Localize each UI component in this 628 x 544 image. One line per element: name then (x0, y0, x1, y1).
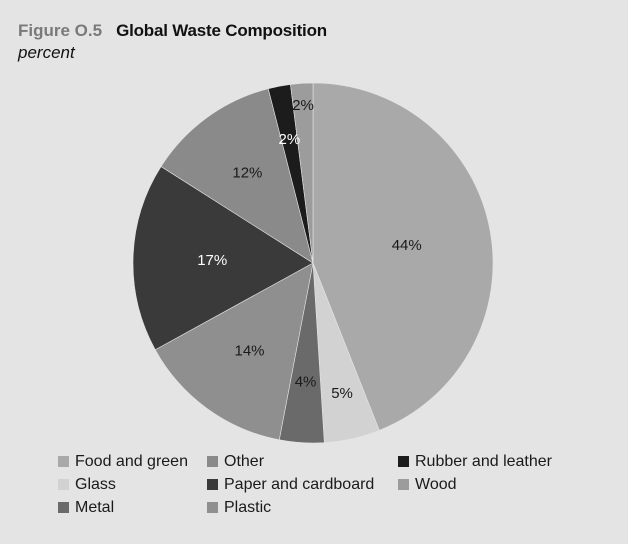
legend-swatch (207, 479, 218, 490)
legend-label: Glass (75, 476, 116, 493)
legend-item-paper-and-cardboard: Paper and cardboard (207, 475, 374, 495)
slice-label-food-and-green: 44% (392, 237, 422, 254)
legend-item-glass: Glass (58, 475, 116, 495)
slice-label-paper-and-cardboard: 17% (197, 252, 227, 269)
legend-item-food-and-green: Food and green (58, 452, 188, 472)
pie-slice-food-and-green (312, 82, 494, 431)
pie-slice-other (160, 88, 314, 264)
slice-label-other: 12% (232, 165, 262, 182)
legend-swatch (398, 456, 409, 467)
legend-swatch (58, 456, 69, 467)
figure-heading: Figure O.5 Global Waste Composition (18, 21, 327, 41)
slice-label-wood: 2% (292, 97, 314, 114)
legend-label: Other (224, 453, 265, 470)
pie-labels: 44% 5% 4% 14% 17% 12% 2% 2% (197, 97, 421, 402)
legend-item-plastic: Plastic (207, 498, 271, 518)
pie-slices (132, 82, 494, 444)
legend-swatch (58, 502, 69, 513)
legend-item-metal: Metal (58, 498, 114, 518)
slice-label-glass: 5% (331, 385, 353, 402)
slice-label-plastic: 14% (235, 342, 265, 359)
legend-label: Rubber and leather (415, 453, 552, 470)
pie-slice-plastic (154, 262, 314, 441)
slice-label-rubber-and-leather: 2% (279, 131, 301, 148)
slice-label-metal: 4% (295, 374, 317, 391)
figure-label: Figure O.5 (18, 21, 103, 40)
legend-swatch (398, 479, 409, 490)
legend-label: Food and green (75, 453, 188, 470)
legend-swatch (58, 479, 69, 490)
legend-label: Plastic (224, 499, 272, 516)
pie-slice-paper-and-cardboard (132, 166, 314, 351)
pie-slice-wood (290, 82, 314, 264)
legend-label: Paper and cardboard (224, 476, 375, 493)
legend-label: Metal (75, 499, 115, 516)
legend-label: Wood (415, 476, 457, 493)
chart-title: Global Waste Composition (116, 21, 327, 40)
legend-item-wood: Wood (398, 475, 457, 495)
legend-swatch (207, 456, 218, 467)
legend-item-other: Other (207, 452, 264, 472)
chart-subtitle: percent (18, 43, 75, 62)
chart-header: Figure O.5 Global Waste Composition perce… (18, 21, 327, 63)
legend-item-rubber-and-leather: Rubber and leather (398, 452, 552, 472)
legend-swatch (207, 502, 218, 513)
